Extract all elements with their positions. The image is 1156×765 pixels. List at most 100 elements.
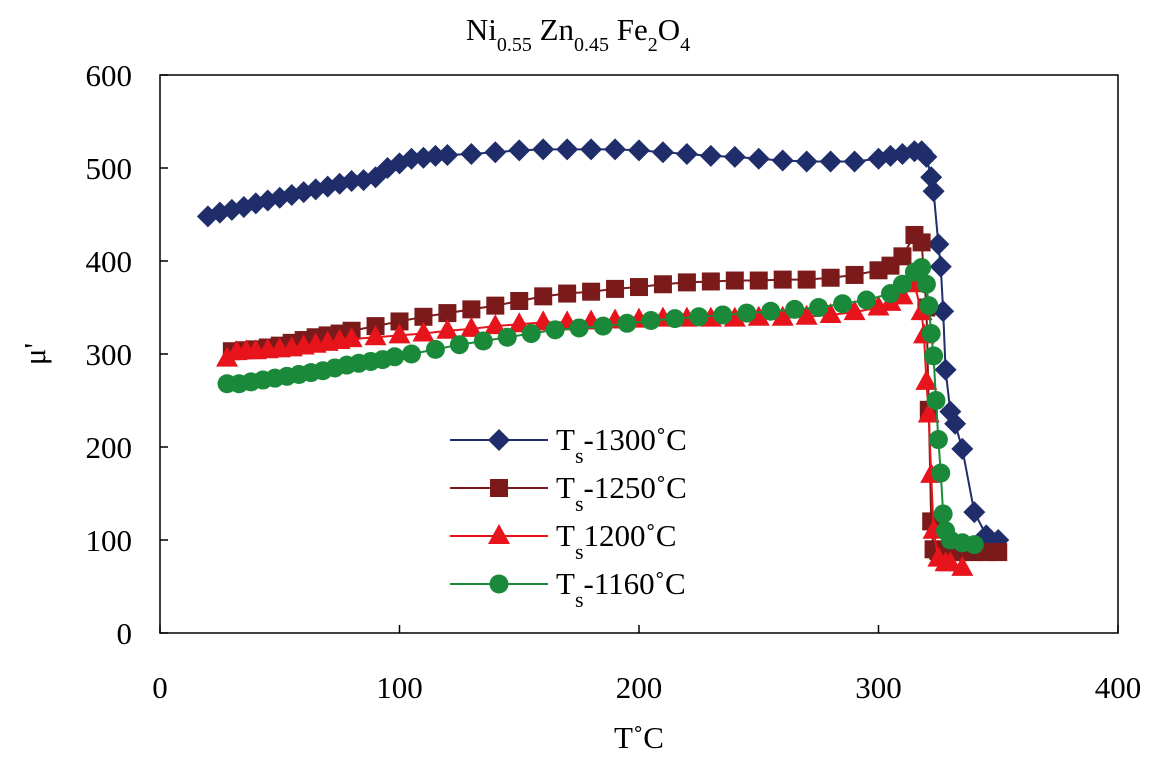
marker xyxy=(582,282,601,301)
text-part: 1200˚C xyxy=(584,518,677,553)
marker xyxy=(785,299,805,319)
marker xyxy=(490,479,508,497)
marker xyxy=(747,305,770,326)
subscript: s xyxy=(575,539,584,564)
marker xyxy=(773,270,792,289)
x-tick-label: 400 xyxy=(1095,670,1142,705)
marker xyxy=(927,233,950,256)
marker xyxy=(628,139,650,162)
marker xyxy=(933,504,953,524)
marker xyxy=(593,316,613,336)
marker xyxy=(912,258,932,278)
marker xyxy=(545,320,565,340)
marker xyxy=(462,300,481,319)
y-tick-label: 200 xyxy=(86,430,133,465)
marker xyxy=(701,272,720,291)
marker xyxy=(340,170,363,193)
marker xyxy=(929,255,952,278)
marker xyxy=(934,358,957,381)
marker xyxy=(497,327,517,347)
marker xyxy=(604,138,627,161)
marker xyxy=(675,143,698,166)
marker xyxy=(809,298,829,317)
marker xyxy=(641,311,661,331)
marker xyxy=(414,307,433,326)
marker xyxy=(951,555,974,576)
subscript: 0.55 xyxy=(497,34,532,56)
marker xyxy=(488,524,510,544)
marker xyxy=(922,180,945,203)
legend-label: Ts-1250˚C xyxy=(556,470,687,516)
marker xyxy=(916,274,936,294)
marker xyxy=(532,138,555,161)
marker xyxy=(912,233,931,252)
marker xyxy=(436,318,459,339)
y-tick-label: 400 xyxy=(86,244,133,279)
marker xyxy=(761,301,781,321)
subscript: s xyxy=(575,443,584,468)
marker xyxy=(677,273,696,292)
marker xyxy=(833,294,853,314)
marker xyxy=(521,324,541,344)
y-tick-label: 500 xyxy=(86,151,133,186)
marker xyxy=(915,145,938,168)
marker xyxy=(771,149,794,172)
marker xyxy=(484,141,507,164)
marker xyxy=(580,138,603,161)
marker xyxy=(460,143,483,166)
marker xyxy=(926,391,946,410)
marker xyxy=(473,331,493,351)
marker xyxy=(951,437,974,460)
marker xyxy=(488,429,510,451)
marker xyxy=(747,147,770,170)
text-part: Zn xyxy=(532,12,575,47)
marker xyxy=(928,430,948,450)
text-part: -1250˚C xyxy=(584,470,687,505)
marker xyxy=(713,305,733,325)
subscript: 4 xyxy=(680,34,690,56)
marker xyxy=(963,501,986,524)
marker xyxy=(964,535,984,555)
marker xyxy=(651,141,674,164)
marker xyxy=(340,327,363,348)
chart-title: Ni0.55 Zn0.45 Fe2O4 xyxy=(466,12,690,56)
subscript: s xyxy=(575,587,584,612)
text-part: -1300˚C xyxy=(584,422,687,457)
y-axis-label: μ' xyxy=(17,343,52,365)
subscript: 2 xyxy=(648,34,658,56)
x-tick-label: 300 xyxy=(855,670,902,705)
x-tick-label: 200 xyxy=(616,670,663,705)
marker xyxy=(821,268,840,287)
marker xyxy=(892,274,912,294)
marker xyxy=(797,270,816,289)
marker xyxy=(857,290,877,310)
text-part: Ni xyxy=(466,12,497,47)
marker xyxy=(725,271,744,290)
marker xyxy=(749,271,768,290)
marker xyxy=(917,402,940,423)
marker xyxy=(534,287,553,306)
marker xyxy=(412,321,435,342)
subscript: 0.45 xyxy=(574,34,609,56)
marker xyxy=(364,325,387,346)
marker xyxy=(795,150,818,173)
y-tick-label: 600 xyxy=(86,58,133,93)
x-axis-label: T˚C xyxy=(614,720,664,755)
marker xyxy=(630,278,648,297)
marker xyxy=(436,143,459,166)
marker xyxy=(400,147,423,170)
marker xyxy=(449,335,469,355)
marker xyxy=(944,412,967,435)
legend-label: Ts1200˚C xyxy=(556,518,677,564)
y-tick-label: 0 xyxy=(117,616,133,651)
marker xyxy=(425,339,445,359)
marker xyxy=(460,316,483,337)
text-part: T xyxy=(556,518,575,553)
marker xyxy=(699,144,722,167)
marker xyxy=(919,296,939,316)
marker xyxy=(915,369,938,390)
x-tick-label: 100 xyxy=(376,670,423,705)
text-part: -1160˚C xyxy=(584,566,686,601)
